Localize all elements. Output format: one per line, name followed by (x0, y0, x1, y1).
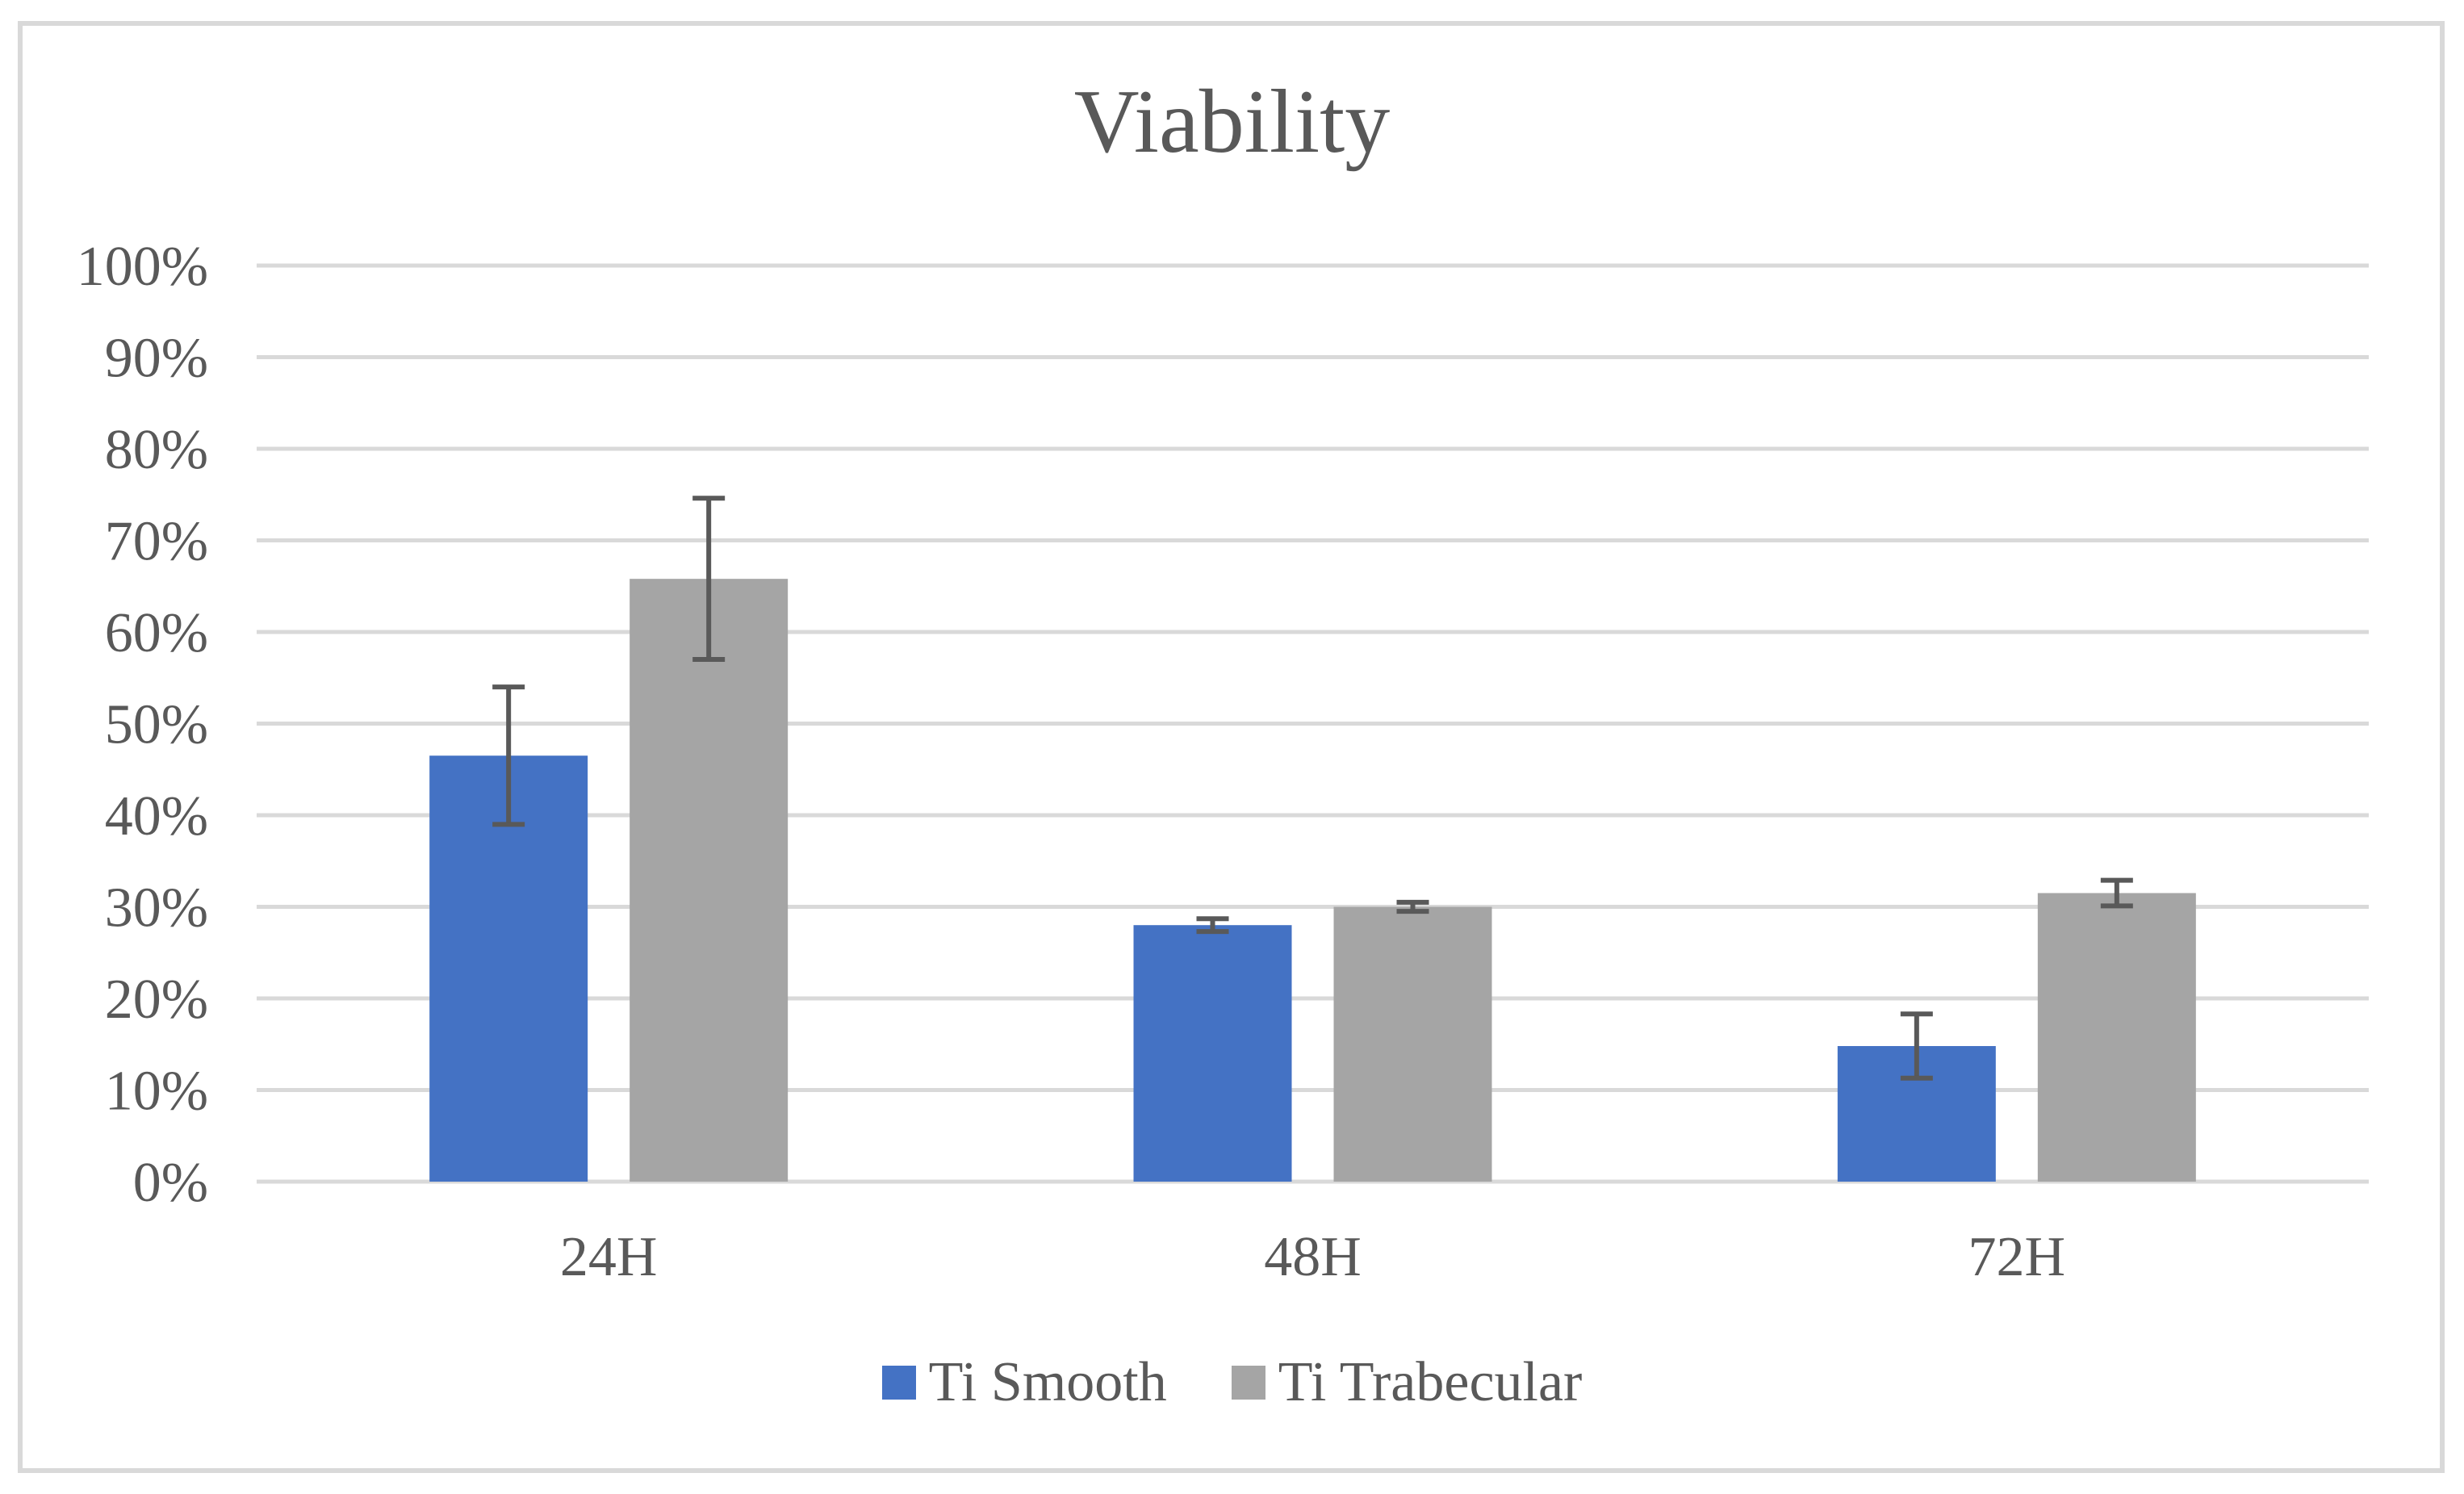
bar (630, 579, 789, 1182)
x-tick-label: 24H (560, 1226, 658, 1288)
chart-frame (18, 21, 2445, 1473)
legend-item-ti-smooth: Ti Smooth (881, 1350, 1167, 1415)
bar (1333, 906, 1492, 1182)
chart-title: Viability (1073, 72, 1391, 172)
y-tick-label: 60% (105, 602, 208, 664)
legend-label-ti-smooth: Ti Smooth (928, 1351, 1167, 1413)
x-tick-label: 48H (1264, 1226, 1362, 1288)
y-tick-label: 30% (105, 877, 208, 940)
y-tick-label: 10% (105, 1061, 208, 1123)
x-tick-label: 72H (1968, 1226, 2066, 1288)
y-tick-label: 70% (105, 511, 208, 573)
y-tick-label: 20% (105, 969, 208, 1031)
legend: Ti Smooth Ti Trabecular (0, 1350, 2464, 1415)
bar (1133, 925, 1292, 1182)
y-tick-label: 90% (105, 328, 208, 390)
bar (2037, 893, 2196, 1182)
legend-swatch-ti-smooth (881, 1366, 916, 1400)
y-tick-label: 100% (77, 236, 208, 298)
y-tick-label: 0% (133, 1152, 208, 1214)
y-tick-label: 80% (105, 419, 208, 481)
legend-swatch-ti-trabecular (1231, 1366, 1265, 1400)
legend-item-ti-trabecular: Ti Trabecular (1231, 1350, 1583, 1415)
legend-label-ti-trabecular: Ti Trabecular (1278, 1351, 1583, 1413)
y-tick-label: 40% (105, 785, 208, 847)
y-tick-label: 50% (105, 694, 208, 756)
